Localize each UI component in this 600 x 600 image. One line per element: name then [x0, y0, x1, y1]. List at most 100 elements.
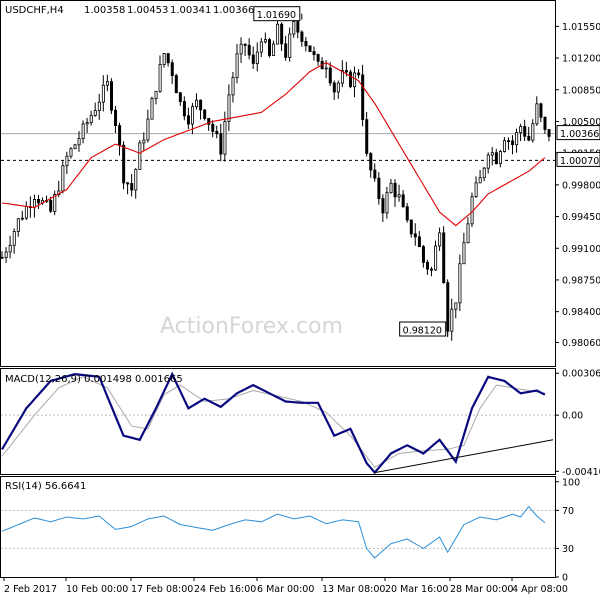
candle-body [134, 169, 138, 191]
candle-body [16, 218, 20, 232]
candle-body [81, 123, 85, 139]
candle-body [122, 144, 126, 184]
candle-body [215, 130, 219, 135]
x-tick-label: 10 Feb 00:00 [66, 584, 128, 595]
candle-body [126, 182, 130, 185]
candle-body [511, 140, 515, 146]
ohlc-low: 1.00341 [170, 5, 211, 16]
candle-body [292, 21, 296, 35]
candle-body [300, 31, 304, 42]
low-annotation-box [399, 321, 447, 337]
candle-body [527, 135, 531, 141]
candle-body [207, 118, 211, 125]
macd-layer: 0.003063 0.00 -0.004104 [1, 369, 600, 478]
candle-body [409, 219, 413, 235]
support-price-label-box [556, 151, 600, 167]
candle-body [507, 140, 511, 143]
candle-body [247, 44, 251, 56]
candle-body [494, 152, 498, 165]
candle-body [458, 263, 462, 304]
rsi-axis-tick-label: 70 [562, 506, 574, 517]
rsi-axis-tick-label: 100 [562, 477, 580, 488]
candle-body [442, 232, 446, 284]
candle-body [478, 177, 482, 184]
candle-body [413, 233, 417, 238]
x-tick-label: 28 Mar 00:00 [450, 584, 513, 595]
candle-body [178, 92, 182, 102]
candle-body [97, 101, 101, 111]
candle-body [251, 54, 255, 64]
rsi-title: RSI(14) 56.6641 [5, 481, 86, 492]
candle-body [146, 118, 150, 141]
candle-body [138, 142, 142, 170]
ohlc-close: 1.00366 [213, 5, 254, 16]
candle-body [243, 43, 247, 46]
candle-body [523, 126, 527, 137]
macd-axis-tick-label: 0.003063 [562, 369, 600, 380]
x-tick-label: 24 Feb 16:00 [194, 584, 256, 595]
candle-body [235, 53, 239, 78]
candle-body [65, 155, 69, 167]
candle-body [203, 109, 207, 119]
candle-body [434, 245, 438, 271]
candle-body [199, 99, 203, 111]
candle-body [535, 103, 539, 125]
x-tick-label: 20 Mar 16:00 [385, 584, 448, 595]
candle-body [227, 94, 231, 122]
candle-body [336, 82, 340, 93]
candle-body [373, 169, 377, 179]
candle-body [105, 81, 109, 86]
candle-body [272, 43, 276, 56]
candle-body [405, 206, 409, 221]
last-price-label-box [556, 125, 600, 141]
candle-body [114, 109, 118, 126]
candle-body [255, 51, 259, 64]
candle-body [109, 81, 113, 111]
candle-body [296, 21, 300, 33]
candle-body [211, 123, 215, 132]
candle-body [174, 75, 178, 94]
price-axis-tick-label: 0.99800 [562, 180, 600, 191]
candle-body [150, 98, 154, 120]
candle-body [89, 114, 93, 124]
price-axis-tick-label: 1.01550 [562, 22, 600, 33]
candle-body [263, 39, 267, 43]
candle-body [332, 82, 336, 93]
high-annotation-box [253, 6, 301, 22]
candle-body [195, 99, 199, 108]
candle-body [340, 70, 344, 84]
candle-body [101, 84, 105, 103]
price-axis-tick-label: 1.00500 [562, 117, 600, 128]
price-axis-tick-label: 1.01200 [562, 54, 600, 65]
last-price-label: 1.00366 [560, 129, 599, 140]
candle-body [328, 67, 332, 84]
candle-body [142, 139, 146, 144]
candle-body [389, 182, 393, 194]
candle-body [85, 122, 89, 125]
candle-body [450, 308, 454, 332]
x-tick-label: 17 Feb 08:00 [131, 584, 193, 595]
candle-body [33, 199, 37, 208]
candle-body [490, 152, 494, 156]
price-axis-tick-label: 1.00850 [562, 85, 600, 96]
macd-trendline [374, 439, 554, 474]
price-title: USDCHF,H4 [5, 5, 64, 16]
macd-line [1, 371, 546, 475]
candle-body [369, 153, 373, 171]
candle-body [515, 132, 519, 146]
candle-body [421, 246, 425, 263]
candle-body [365, 119, 369, 154]
candle-body [24, 206, 28, 219]
price-layer: 1.01690 0.98120 1.01550 1.01200 1.00850 1.005… [0, 6, 600, 349]
candle-body [547, 129, 551, 137]
macd-axis-tick-label: 0.00 [562, 411, 583, 422]
candle-body [0, 256, 4, 259]
axis-layer: 2 Feb 2017 10 Feb 00:00 17 Feb 08:00 24 Feb… [3, 577, 568, 595]
candle-body [312, 51, 316, 55]
candle-body [154, 90, 158, 99]
candle-body [49, 200, 53, 212]
macd-title: MACD(12,26,9) 0.001498 0.001665 [5, 374, 183, 385]
candle-body [219, 133, 223, 155]
candle-body [61, 165, 65, 192]
